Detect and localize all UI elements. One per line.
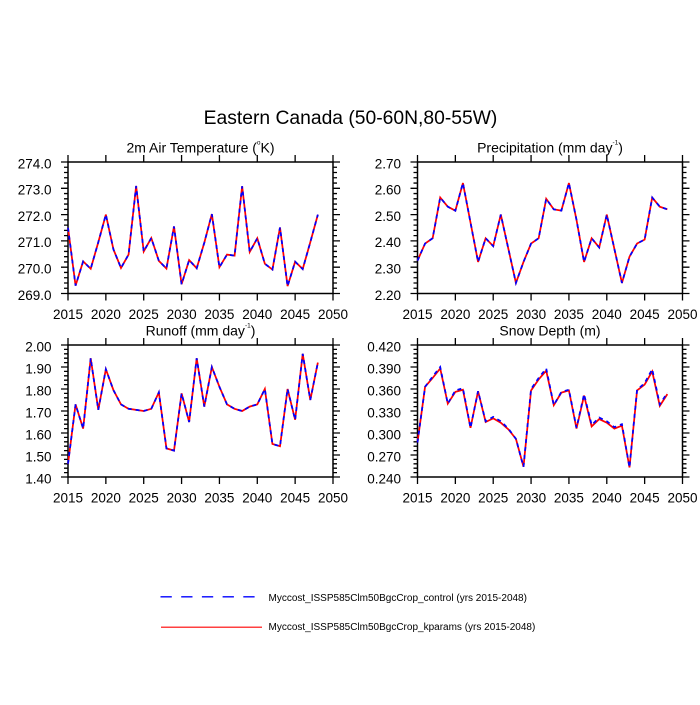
svg-text:273.0: 273.0 [18,183,52,198]
svg-text:Eastern Canada (50-60N,80-55W): Eastern Canada (50-60N,80-55W) [204,108,498,129]
svg-text:Snow Depth (m): Snow Depth (m) [499,323,600,339]
svg-text:2m Air Temperature (oK): 2m Air Temperature (oK) [126,140,274,156]
svg-text:2035: 2035 [204,491,234,506]
svg-text:2035: 2035 [554,491,584,506]
svg-text:Runoff (mm day-1): Runoff (mm day-1) [146,323,256,339]
svg-text:2045: 2045 [280,491,310,506]
svg-text:2.60: 2.60 [375,183,401,198]
svg-text:2025: 2025 [478,307,508,322]
svg-text:2025: 2025 [129,491,159,506]
svg-text:272.0: 272.0 [18,209,52,224]
svg-text:2020: 2020 [440,307,470,322]
svg-text:1.40: 1.40 [25,471,51,486]
svg-text:Myccost_ISSP585Clm50BgcCrop_kp: Myccost_ISSP585Clm50BgcCrop_kparams (yrs… [269,622,536,633]
svg-text:2045: 2045 [630,307,660,322]
svg-text:2015: 2015 [402,307,432,322]
svg-text:2.30: 2.30 [375,262,401,277]
svg-text:2015: 2015 [402,491,432,506]
svg-text:1.80: 1.80 [25,383,51,398]
svg-text:0.270: 0.270 [367,449,401,464]
svg-text:2050: 2050 [667,307,697,322]
svg-text:2040: 2040 [242,491,272,506]
svg-text:2050: 2050 [667,491,697,506]
svg-text:2.70: 2.70 [375,156,401,171]
svg-text:1.50: 1.50 [25,449,51,464]
svg-text:Precipitation (mm day-1): Precipitation (mm day-1) [477,140,623,156]
svg-text:1.60: 1.60 [25,427,51,442]
svg-text:1.90: 1.90 [25,361,51,376]
svg-text:2.20: 2.20 [375,288,401,303]
svg-text:2040: 2040 [592,307,622,322]
svg-text:0.390: 0.390 [367,361,401,376]
svg-text:2030: 2030 [516,491,546,506]
svg-text:Myccost_ISSP585Clm50BgcCrop_co: Myccost_ISSP585Clm50BgcCrop_control (yrs… [269,593,527,604]
svg-text:0.360: 0.360 [367,383,401,398]
svg-text:2025: 2025 [478,491,508,506]
svg-text:2045: 2045 [630,491,660,506]
svg-text:2015: 2015 [53,491,83,506]
svg-text:2025: 2025 [129,307,159,322]
svg-text:269.0: 269.0 [18,288,52,303]
svg-text:2020: 2020 [91,491,121,506]
svg-text:2035: 2035 [204,307,234,322]
svg-text:274.0: 274.0 [18,156,52,171]
svg-text:0.240: 0.240 [367,471,401,486]
svg-text:2030: 2030 [167,307,197,322]
svg-text:2030: 2030 [167,491,197,506]
svg-text:2.40: 2.40 [375,235,401,250]
svg-text:2.50: 2.50 [375,209,401,224]
svg-text:0.330: 0.330 [367,405,401,420]
svg-text:2045: 2045 [280,307,310,322]
svg-text:2050: 2050 [318,491,348,506]
svg-text:2.00: 2.00 [25,339,51,354]
svg-text:2040: 2040 [242,307,272,322]
svg-text:2020: 2020 [91,307,121,322]
svg-text:271.0: 271.0 [18,235,52,250]
svg-text:270.0: 270.0 [18,262,52,277]
svg-text:1.70: 1.70 [25,405,51,420]
svg-text:0.300: 0.300 [367,427,401,442]
svg-text:2015: 2015 [53,307,83,322]
svg-text:2050: 2050 [318,307,348,322]
svg-text:2020: 2020 [440,491,470,506]
svg-text:2030: 2030 [516,307,546,322]
svg-text:0.420: 0.420 [367,339,401,354]
svg-text:2035: 2035 [554,307,584,322]
svg-text:2040: 2040 [592,491,622,506]
